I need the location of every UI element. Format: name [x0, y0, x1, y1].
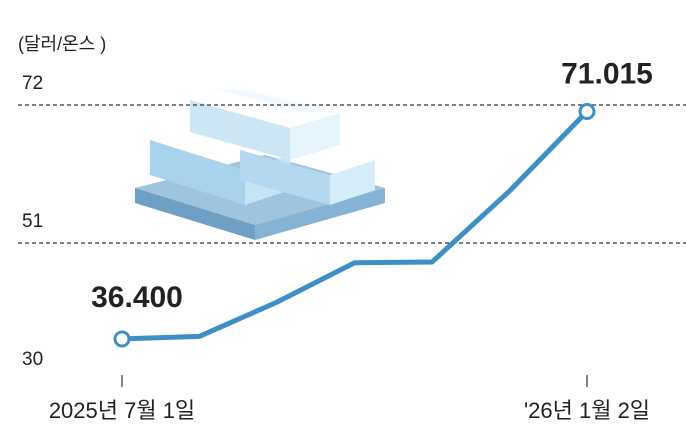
y-tick-label: 51 — [22, 211, 43, 232]
line — [121, 109, 589, 342]
x-tick-label: 2025년 7월 1일 — [49, 398, 195, 423]
x-tick-label: '26년 1월 2일 — [524, 398, 650, 423]
y-tick-label: 30 — [22, 349, 43, 370]
unit-label: (달러/온스 ) — [18, 34, 106, 54]
point — [578, 102, 596, 120]
point — [113, 330, 131, 348]
y-tick-label: 72 — [22, 73, 43, 94]
value-label: 71.015 — [561, 57, 653, 90]
value-label: 36.400 — [91, 281, 183, 314]
silver-bars-illustration — [135, 88, 385, 240]
